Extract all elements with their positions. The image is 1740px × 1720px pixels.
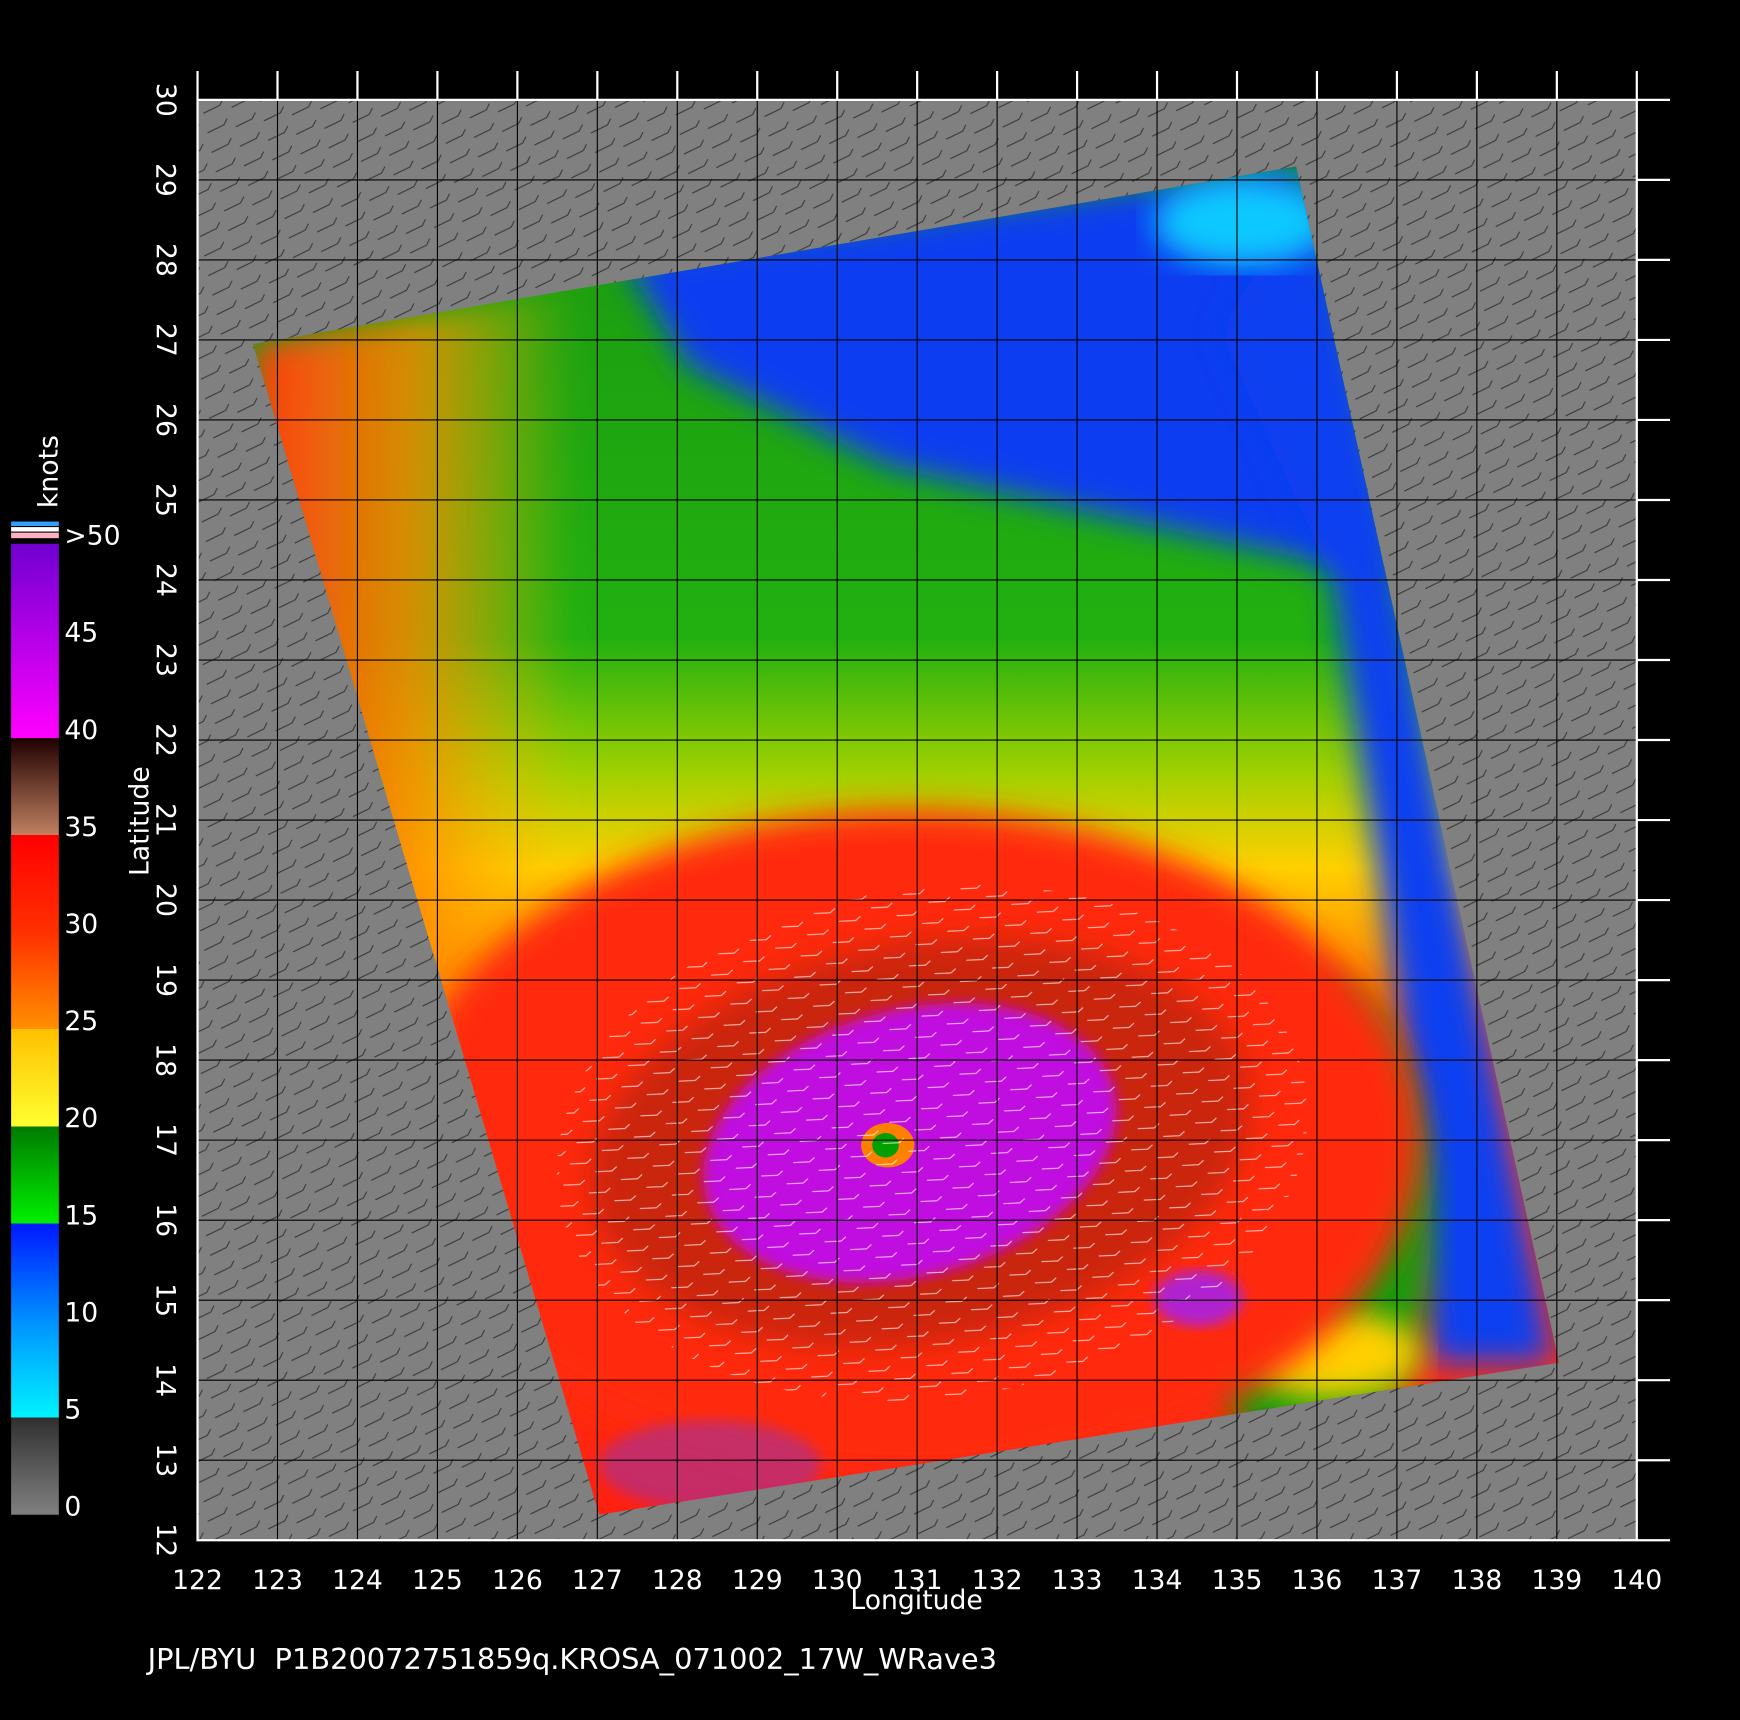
y-tick-label: 12: [150, 1523, 181, 1557]
x-tick-label: 132: [972, 1565, 1023, 1596]
colorbar-ticks: 0 5 10 15 20 25 30 35 40 45 >50: [64, 521, 120, 1523]
x-tick-label: 122: [172, 1565, 223, 1596]
colorbar-tick-label: 35: [64, 812, 98, 843]
x-tick-label: 124: [332, 1565, 383, 1596]
x-axis-label: Longitude: [850, 1585, 982, 1616]
y-tick-label: 29: [150, 163, 181, 197]
title: JPL/BYU P1B20072751859q.KROSA_071002_17W…: [146, 1642, 997, 1676]
colorbar-label: knots: [33, 435, 64, 508]
y-tick-label: 28: [150, 243, 181, 277]
x-tick-label: 130: [812, 1565, 863, 1596]
y-tick-label: 23: [150, 643, 181, 677]
y-tick-label: 24: [150, 563, 181, 597]
y-tick-label: 26: [150, 403, 181, 437]
x-tick-label: 137: [1371, 1565, 1422, 1596]
colorbar-tick-label: 0: [64, 1492, 81, 1523]
x-tick-label: 138: [1451, 1565, 1502, 1596]
colorbar-tick-label: >50: [64, 521, 120, 552]
x-tick-label: 128: [652, 1565, 703, 1596]
y-tick-label: 18: [150, 1043, 181, 1077]
x-tick-label: 127: [572, 1565, 623, 1596]
y-axis-label: Latitude: [124, 766, 155, 876]
y-tick-label: 20: [150, 883, 181, 917]
y-tick-label: 17: [150, 1123, 181, 1157]
y-tick-label: 21: [150, 803, 181, 837]
x-tick-label: 126: [492, 1565, 543, 1596]
colorbar-tick-label: 25: [64, 1006, 98, 1037]
colorbar-top-stripe: [11, 532, 59, 539]
axis-ticks: 122 123 124 125 126 127 128 129 130 131 132 133 134 1…: [150, 71, 1671, 1596]
y-tick-label: 22: [150, 723, 181, 757]
x-tick-label: 129: [732, 1565, 783, 1596]
y-tick-label: 30: [150, 83, 181, 117]
y-tick-label: 14: [150, 1363, 181, 1397]
y-tick-label: 19: [150, 963, 181, 997]
x-tick-label: 125: [412, 1565, 463, 1596]
colorbar-tick-label: 40: [64, 715, 98, 746]
colorbar-tick-label: 15: [64, 1200, 98, 1231]
y-tick-label: 16: [150, 1203, 181, 1237]
map-plot: [197, 99, 1637, 1541]
x-tick-label: 131: [892, 1565, 943, 1596]
x-tick-label: 136: [1292, 1565, 1343, 1596]
y-tick-label: 27: [150, 323, 181, 357]
x-tick-label: 139: [1531, 1565, 1582, 1596]
x-tick-label: 135: [1212, 1565, 1263, 1596]
y-tick-label: 25: [150, 483, 181, 517]
y-tick-label: 15: [150, 1283, 181, 1317]
grid: [197, 99, 1637, 1541]
x-tick-label: 140: [1611, 1565, 1662, 1596]
colorbar-tick-label: 5: [64, 1394, 81, 1425]
colorbar-top-stripe: [11, 521, 59, 526]
x-tick-label: 133: [1052, 1565, 1103, 1596]
colorbar-tick-label: 20: [64, 1103, 98, 1134]
y-tick-label: 13: [150, 1443, 181, 1477]
x-tick-label: 123: [252, 1565, 303, 1596]
colorbar-top-stripe: [11, 527, 59, 532]
colorbar-tick-label: 45: [64, 618, 98, 649]
colorbar-tick-label: 30: [64, 909, 98, 940]
colorbar: [11, 543, 59, 1515]
x-tick-label: 134: [1132, 1565, 1183, 1596]
colorbar-tick-label: 10: [64, 1297, 98, 1328]
